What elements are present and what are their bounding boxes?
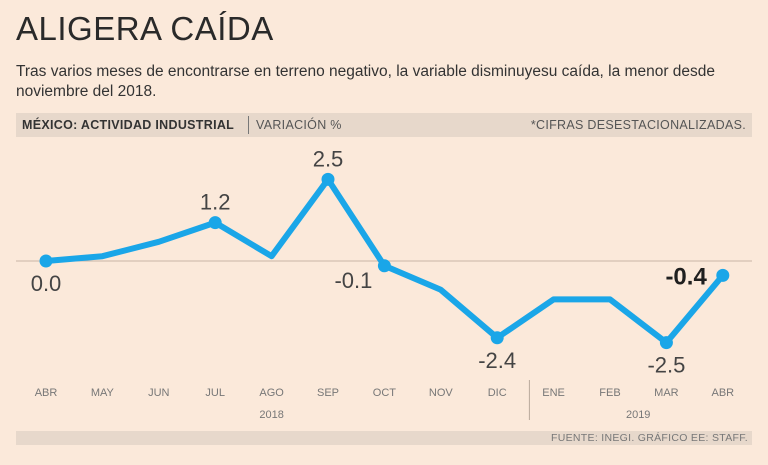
data-point-0 <box>39 254 53 268</box>
source-text: FUENTE: INEGI. GRÁFICO EE: STAFF. <box>551 432 748 444</box>
year-label-0: 2018 <box>259 409 283 421</box>
data-point-8 <box>490 331 504 345</box>
x-tick-label-5: SEP <box>317 387 339 399</box>
header-band: MÉXICO: ACTIVIDAD INDUSTRIAL VARIACIÓN %… <box>16 113 752 137</box>
data-label-5: 2.5 <box>313 146 344 171</box>
x-tick-label-0: ABR <box>35 387 58 399</box>
data-label-6: -0.1 <box>334 268 372 293</box>
x-tick-label-12: ABR <box>711 387 734 399</box>
data-label-12: -0.4 <box>665 263 707 290</box>
x-tick-label-1: MAY <box>91 387 115 399</box>
x-tick-label-6: OCT <box>373 387 397 399</box>
x-tick-label-11: MAR <box>654 387 679 399</box>
year-label-1: 2019 <box>626 409 650 421</box>
data-point-12 <box>716 268 730 282</box>
data-label-3: 1.2 <box>200 190 231 215</box>
unit-label: VARIACIÓN % <box>256 118 342 132</box>
data-label-8: -2.4 <box>478 348 516 373</box>
chart-title: ALIGERA CAÍDA <box>16 10 274 47</box>
data-point-6 <box>377 259 391 273</box>
chart-subtitle: Tras varios meses de encontrarse en terr… <box>16 63 716 100</box>
data-point-11 <box>659 336 673 350</box>
x-tick-label-8: DIC <box>488 387 507 399</box>
x-tick-label-9: ENE <box>542 387 565 399</box>
data-label-0: 0.0 <box>31 271 62 296</box>
series-label: MÉXICO: ACTIVIDAD INDUSTRIAL <box>22 118 235 132</box>
data-label-11: -2.5 <box>647 353 685 378</box>
data-point-5 <box>321 172 335 186</box>
source-footer: FUENTE: INEGI. GRÁFICO EE: STAFF. <box>16 431 752 445</box>
x-tick-label-7: NOV <box>429 387 454 399</box>
data-point-3 <box>208 216 222 230</box>
seasonal-note: *CIFRAS DESESTACIONALIZADAS. <box>530 118 746 132</box>
x-tick-label-10: FEB <box>599 387 620 399</box>
x-tick-label-2: JUN <box>148 387 169 399</box>
x-tick-label-3: JUL <box>205 387 225 399</box>
x-tick-label-4: AGO <box>259 387 284 399</box>
band-divider <box>248 116 249 134</box>
